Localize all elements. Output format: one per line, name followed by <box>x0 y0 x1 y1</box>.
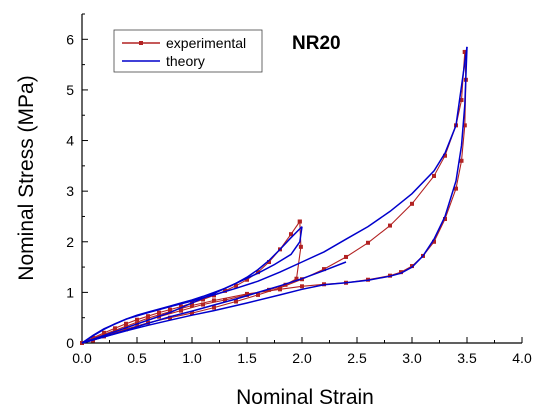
series-experimental-point <box>462 49 467 54</box>
series-experimental-point <box>91 335 95 340</box>
series-experimental-point <box>201 302 205 307</box>
x-tick-label: 3.0 <box>402 350 422 366</box>
series-experimental-point <box>135 317 139 322</box>
x-tick-label: 3.5 <box>457 350 477 366</box>
y-tick-label: 2 <box>66 234 74 250</box>
series-experimental-point <box>256 270 260 275</box>
series-experimental-point <box>102 332 106 337</box>
series-experimental-point <box>388 223 392 228</box>
series-experimental-point <box>300 284 304 289</box>
y-tick-label: 4 <box>66 133 74 149</box>
series-experimental-point <box>294 276 299 281</box>
series-experimental-point <box>168 309 172 314</box>
series-experimental-point <box>234 299 238 304</box>
plot-area <box>80 46 468 345</box>
series-experimental-point <box>146 314 150 319</box>
series-experimental-point <box>443 153 447 158</box>
x-tick-label: 2.0 <box>292 350 312 366</box>
series-experimental-point <box>256 292 260 297</box>
y-tick-label: 5 <box>66 82 74 98</box>
ticks: 0.0 0.5 1.0 1.5 2.0 2.5 3.0 3.5 4.0 0 1 2 3 4 5 6 <box>66 13 532 366</box>
series-experimental-point <box>454 186 458 191</box>
series-experimental-point <box>146 316 150 321</box>
series-experimental-point <box>344 254 348 259</box>
series-experimental-point <box>459 158 464 163</box>
series-experimental-point <box>234 283 238 288</box>
series-experimental-point <box>432 239 436 244</box>
series-experimental-point <box>124 327 128 332</box>
series-experimental-point <box>410 201 414 206</box>
series-theory-line <box>81 46 468 344</box>
series-experimental-point <box>462 123 467 128</box>
series-experimental-point <box>267 260 271 265</box>
x-axis-title: Nominal Strain <box>236 386 374 409</box>
series-experimental-point <box>245 291 249 296</box>
series-experimental-point <box>179 304 183 309</box>
x-tick-label: 0.5 <box>127 350 147 366</box>
series-experimental-point <box>212 298 216 303</box>
series-experimental-point <box>366 240 370 245</box>
series-experimental-point <box>124 324 128 329</box>
series-theory-line <box>81 46 468 344</box>
series-experimental-point <box>223 297 227 302</box>
legend: experimental theory <box>113 29 263 73</box>
series-experimental-point <box>157 310 161 315</box>
series-experimental-point <box>212 305 216 310</box>
series-theory-line <box>81 226 303 344</box>
y-axis-title: Nominal Stress (MPa) <box>15 75 38 280</box>
legend-label-theory: theory <box>166 53 205 69</box>
series-experimental-point <box>432 173 436 178</box>
series-theory-line <box>81 261 347 344</box>
y-tick-label: 0 <box>66 335 74 351</box>
series-experimental-point <box>201 297 205 302</box>
series-experimental-point <box>168 315 172 320</box>
series-experimental-point <box>168 307 172 312</box>
y-tick-label: 3 <box>66 183 74 199</box>
x-tick-label: 0.0 <box>72 350 92 366</box>
series-theory-line <box>81 226 303 344</box>
series-experimental-point <box>459 98 464 103</box>
series-experimental-point <box>399 270 403 275</box>
series-experimental-point <box>289 232 293 237</box>
series-experimental-point <box>443 216 447 221</box>
series-experimental-point <box>278 287 282 292</box>
series-experimental-point <box>124 321 128 326</box>
legend-label-experimental: experimental <box>166 35 246 51</box>
legend-box <box>113 29 263 73</box>
x-tick-label: 4.0 <box>512 350 532 366</box>
y-tick-label: 1 <box>66 284 74 300</box>
x-tick-label: 1.0 <box>182 350 202 366</box>
x-tick-label: 2.5 <box>347 350 367 366</box>
x-tick-label: 1.5 <box>237 350 257 366</box>
series-experimental-point <box>190 303 194 308</box>
legend-marker-experimental <box>139 41 143 45</box>
series-experimental-point <box>179 308 183 313</box>
chart-title: NR20 <box>292 33 341 54</box>
series-experimental-point <box>245 277 249 282</box>
series-experimental-point <box>190 311 194 316</box>
y-tick-label: 6 <box>66 31 74 47</box>
series-experimental-point <box>113 326 117 331</box>
series-experimental-point <box>297 219 302 224</box>
series-experimental-point <box>322 267 326 272</box>
series-experimental-point <box>298 244 303 249</box>
